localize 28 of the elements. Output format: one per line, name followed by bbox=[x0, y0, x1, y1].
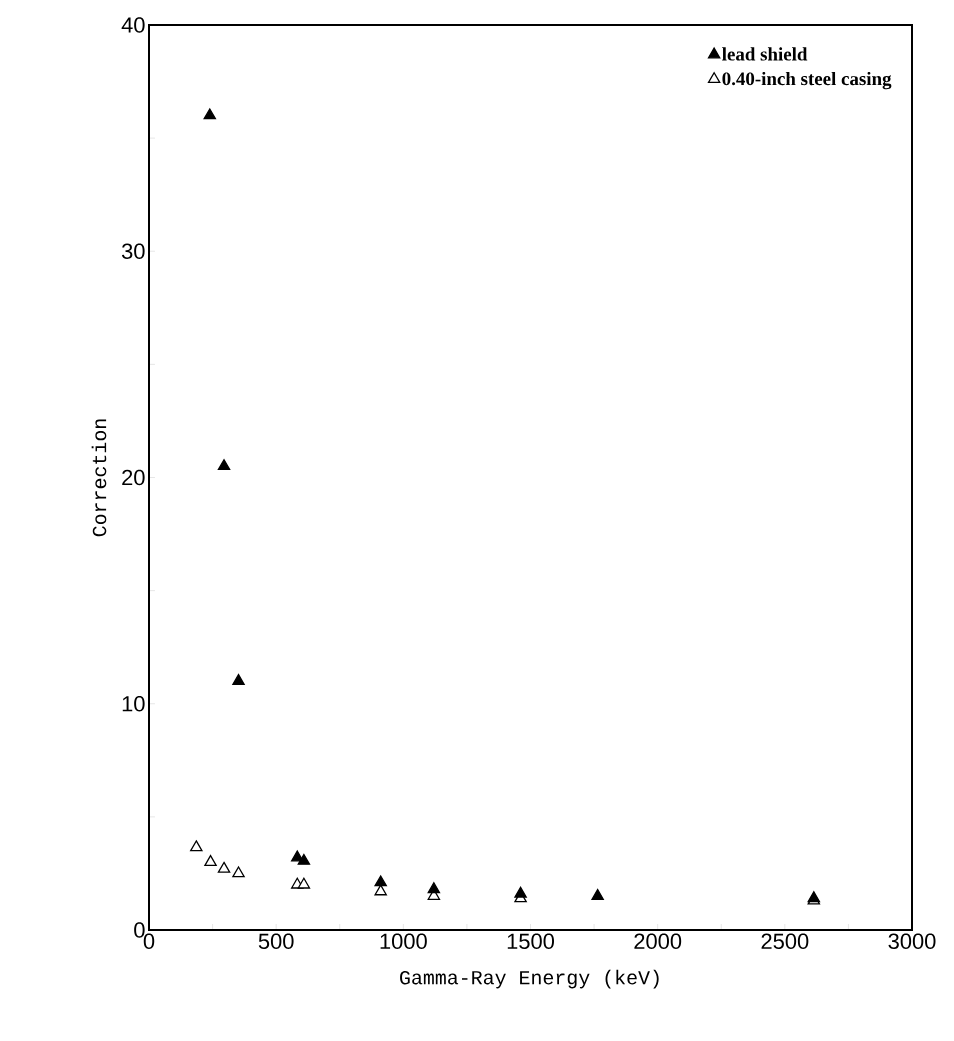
y-axis-title: Correction bbox=[91, 419, 107, 537]
y-tick-label: 10 bbox=[122, 695, 145, 712]
point bbox=[204, 854, 217, 866]
x-tick-label: 3000 bbox=[888, 933, 936, 950]
x-tick-label: 500 bbox=[258, 933, 294, 950]
y-tick-label: 0 bbox=[134, 922, 145, 938]
point bbox=[203, 108, 217, 120]
legend-label: 0.40-inch steel casing bbox=[722, 71, 892, 90]
point bbox=[297, 853, 311, 865]
point bbox=[190, 840, 203, 852]
x-axis-title: Gamma-Ray Energy (keV) bbox=[400, 969, 659, 989]
point bbox=[232, 866, 245, 878]
point bbox=[514, 886, 527, 898]
x-tick-label: 1000 bbox=[380, 933, 427, 950]
point bbox=[427, 882, 441, 894]
point bbox=[232, 673, 245, 686]
point bbox=[217, 861, 231, 873]
point bbox=[297, 877, 311, 889]
x-tick-label: 1500 bbox=[507, 933, 555, 950]
point bbox=[591, 888, 604, 900]
y-tick-label: 40 bbox=[121, 17, 145, 33]
x-tick-label: 2000 bbox=[634, 933, 682, 950]
y-tick-label: 20 bbox=[122, 469, 145, 486]
point bbox=[217, 459, 231, 471]
point bbox=[374, 875, 387, 887]
x-tick-label: 2500 bbox=[761, 933, 809, 950]
legend-label: lead shield bbox=[722, 47, 808, 61]
y-tick-label: 30 bbox=[121, 243, 145, 259]
